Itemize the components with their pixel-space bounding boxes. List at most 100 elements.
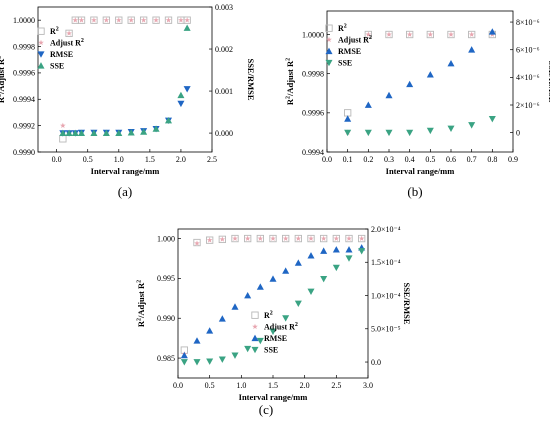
y-right-tick-label: 4×10⁻⁶	[516, 73, 540, 82]
y-left-tick-label: 0.9998	[302, 69, 324, 78]
data-point	[295, 235, 302, 241]
data-point	[183, 86, 191, 93]
data-point	[77, 129, 86, 136]
data-point	[219, 236, 226, 242]
data-point	[426, 71, 434, 78]
data-point	[177, 100, 185, 108]
data-point	[193, 359, 201, 366]
y-right-tick-label: 2×10⁻⁶	[516, 101, 540, 110]
legend-label-0: R2	[50, 27, 59, 37]
y-left-tick-label: 0.9990	[13, 148, 35, 157]
data-point	[427, 31, 434, 37]
y-left-axis-label: R2/Adjust R2	[0, 56, 6, 103]
data-point	[358, 248, 366, 255]
data-point	[385, 30, 393, 39]
data-point	[232, 235, 238, 241]
y-right-axis-label: SSE/RMSE	[547, 60, 550, 102]
x-tick-label: 0.4	[405, 155, 415, 164]
data-point	[183, 24, 191, 31]
data-point	[447, 60, 455, 67]
data-point	[244, 345, 252, 353]
x-tick-label: 3.0	[363, 381, 373, 390]
y-left-tick-label: 1.0000	[302, 30, 324, 39]
chart-panel-c: 0.0 0.5 1.0 1.5 2.0 2.5 3.0 0.985 0.990 0.995 1.00…	[136, 225, 412, 417]
x-tick-label: 0.7	[467, 155, 477, 164]
data-point	[152, 125, 160, 132]
x-tick-label: 1.5	[268, 381, 278, 390]
data-point	[294, 234, 302, 243]
legend-label-2: RMSE	[338, 47, 361, 56]
data-point	[184, 17, 190, 23]
legend-marker	[251, 334, 259, 342]
y-right-tick-label: 8×10⁻⁶	[516, 18, 540, 27]
plot-frame	[177, 228, 369, 379]
x-tick-label: 0.0	[322, 155, 332, 164]
y-left-tick-label: 0.985	[157, 354, 175, 363]
data-point	[447, 125, 455, 133]
data-point	[71, 129, 79, 136]
data-point	[386, 31, 392, 37]
x-axis-label: Interval range/mm	[91, 166, 160, 176]
legend-marker	[38, 39, 44, 46]
legend-label-1: Adjust R2	[50, 38, 84, 48]
data-point	[294, 300, 302, 308]
data-point	[406, 80, 414, 88]
data-point	[153, 17, 159, 23]
data-point	[320, 276, 328, 283]
data-point	[256, 234, 264, 243]
x-tick-label: 2.5	[331, 381, 341, 390]
legend-marker	[37, 27, 45, 35]
data-point	[164, 116, 173, 124]
data-point	[72, 17, 79, 23]
y-right-tick-label: 1.5×10⁻⁴	[371, 258, 401, 267]
y-right-tick-label: 6×10⁻⁶	[516, 46, 540, 55]
legend-marker	[37, 62, 45, 69]
data-point	[488, 115, 496, 123]
legend-label-0: R2	[264, 311, 273, 321]
data-point	[332, 264, 340, 272]
data-point	[218, 315, 226, 322]
data-point	[206, 237, 213, 243]
data-point	[90, 16, 98, 24]
y-right-tick-label: 5.0×10⁻⁵	[371, 325, 401, 334]
data-point	[178, 17, 184, 23]
data-point	[183, 16, 191, 24]
data-point	[426, 127, 434, 135]
y-right-tick-label: 0	[516, 128, 520, 137]
data-point	[282, 267, 290, 274]
data-point	[294, 259, 302, 266]
panel-caption: (b)	[407, 184, 422, 199]
legend-label-1: Adjust R2	[338, 35, 372, 45]
x-tick-label: 1.5	[145, 155, 155, 164]
data-point	[244, 235, 251, 241]
data-point	[103, 17, 110, 23]
y-right-axis-label: SSE/RMSE	[246, 58, 256, 100]
x-tick-label: 2.0	[176, 155, 186, 164]
data-point	[90, 129, 98, 136]
data-point	[193, 337, 201, 344]
data-point	[115, 129, 123, 136]
data-point	[269, 328, 277, 335]
legend-marker	[325, 24, 333, 32]
data-point	[282, 235, 289, 241]
data-point	[59, 129, 67, 136]
plot-frame	[326, 10, 514, 153]
panel-caption: (c)	[259, 402, 273, 417]
data-point	[206, 236, 214, 244]
data-point	[180, 359, 188, 366]
data-point	[270, 235, 276, 241]
data-point	[406, 129, 414, 137]
x-tick-label: 0.5	[205, 381, 215, 390]
legend-label-3: SSE	[338, 59, 352, 68]
x-tick-label: 0.5	[425, 155, 435, 164]
x-tick-label: 0.6	[446, 155, 456, 164]
data-point	[345, 255, 353, 262]
y-left-axis-label: R2/Adjust R2	[285, 58, 295, 105]
y-right-tick-label: 0.0	[371, 358, 381, 367]
x-axis-label: Interval range/mm	[386, 166, 455, 176]
data-point	[344, 109, 352, 117]
data-point	[177, 91, 185, 99]
data-point	[282, 234, 290, 243]
legend-marker	[251, 311, 259, 319]
data-point	[127, 16, 135, 24]
